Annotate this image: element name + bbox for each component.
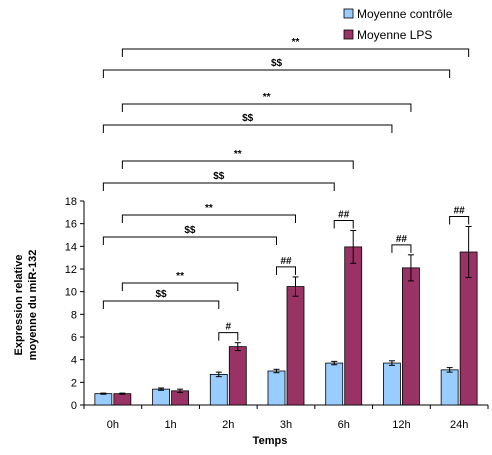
bars [94,226,478,406]
bar-controle-6h [325,362,344,406]
x-tick-label: 0h [107,419,119,431]
pair-label: # [226,322,232,333]
significance-bracket [102,182,335,191]
legend-swatch-lps [343,29,354,40]
significance-bracket [102,236,277,245]
significance-bracket [102,300,220,309]
legend-swatch-controle [343,8,354,19]
significance-bracket [102,124,393,133]
y-axis-label-line-2: moyenne du miR-132 [27,250,39,361]
bar-lps-3h [286,286,305,406]
y-axis: 0 2 4 6 8 10 12 14 16 18 [65,196,85,412]
bar-controle-1h [152,388,170,406]
y-tick-label: 14 [65,241,77,253]
bar-lps-6h [344,246,363,406]
significance-bracket [102,69,451,78]
pair-bracket [218,332,239,341]
y-tick-label: 2 [71,377,77,389]
bar-lps-0h [113,393,132,406]
significance-label: $$ [271,58,283,69]
significance-label: $$ [184,225,196,236]
y-tick-label: 4 [71,355,77,367]
bar-controle-3h [267,370,286,406]
significance-label: ** [205,203,213,214]
y-tick-label: 10 [65,287,77,299]
bar-controle-12h [383,362,401,406]
significance-bracket [121,214,296,223]
pair-bracket [391,244,412,253]
pair-label: ## [454,206,466,217]
bar-controle-24h [440,369,459,406]
legend-label-controle: Moyenne contrôle [357,7,453,21]
bar-lps-12h [402,267,420,406]
y-tick-label: 0 [71,400,77,412]
significance-label: $$ [242,113,254,124]
significance-label: ** [176,271,184,282]
legend-label-lps: Moyenne LPS [357,28,432,42]
pair-bracket [276,266,296,275]
pair-bracket [333,219,354,229]
significance-bracket [121,282,239,291]
x-tick-label: 2h [222,419,234,431]
x-tick-label: 1h [164,419,176,431]
pair-bracket [449,216,470,225]
significance-label: $$ [213,171,225,182]
significance-label: ** [234,149,242,160]
pair-label: ## [396,234,408,245]
y-tick-label: 6 [71,332,77,344]
x-axis: 0h 1h 2h 3h 6h 12h 24h [83,404,489,431]
significance-bracket [121,48,470,57]
pair-label: ## [280,256,292,267]
significance-bracket [121,160,354,169]
y-axis-label-line-1: Expression relative [13,255,25,356]
x-tick-label: 12h [392,419,410,431]
x-tick-label: 24h [450,419,468,431]
x-tick-label: 3h [280,419,292,431]
significance-label: ** [263,92,271,103]
y-tick-label: 16 [65,219,77,231]
significance-label: ** [292,37,300,48]
bar-controle-0h [94,393,113,406]
y-tick-label: 8 [71,309,77,321]
pair-marks: ######### [218,206,470,341]
significance-bracket [121,103,412,112]
bar-lps-2h [228,346,247,406]
x-tick-label: 6h [338,419,350,431]
bar-controle-2h [209,373,228,406]
legend: Moyenne contrôle Moyenne LPS [343,7,453,42]
significance-label: $$ [156,289,168,300]
significance-brackets: $$ ** $$ ** $$ ** $$ ** $$ ** [102,37,470,309]
y-tick-label: 12 [65,264,77,276]
pair-label: ## [338,209,350,220]
x-axis-label: Temps [253,435,288,447]
y-tick-label: 18 [65,196,77,208]
